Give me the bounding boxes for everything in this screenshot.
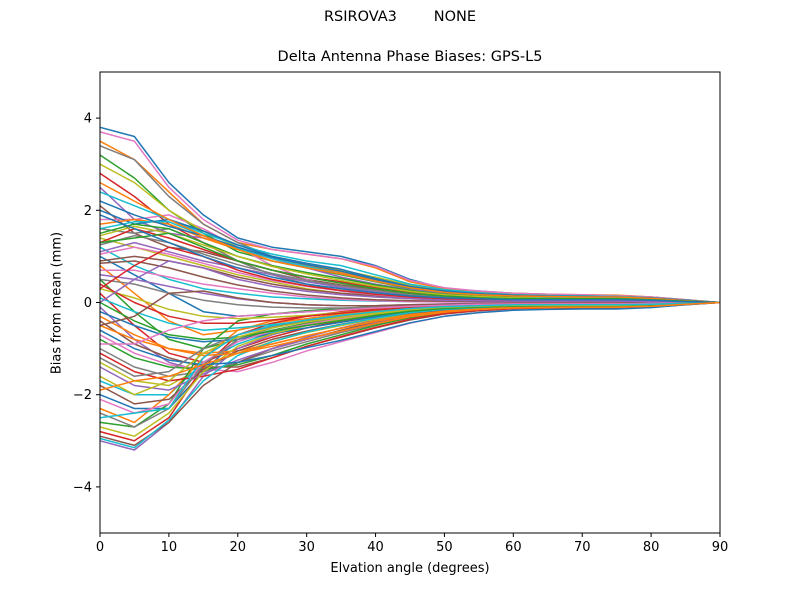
- series-line: [99, 260, 721, 304]
- chart-title: Delta Antenna Phase Biases: GPS-L5: [277, 49, 543, 65]
- x-tick-label: 40: [367, 540, 384, 555]
- x-tick-label: 20: [230, 540, 247, 555]
- axis-layer: 0 10 20 30 40 50 60 70 80 90 −4 −2 0 2 4: [73, 71, 729, 555]
- series-line: [100, 301, 721, 345]
- series-layer: [99, 126, 721, 451]
- x-tick-label: 0: [96, 540, 104, 555]
- chart-suptitle: RSIROVA3 NONE: [323, 9, 477, 25]
- y-tick-label: −4: [73, 480, 92, 495]
- series-line: [99, 131, 721, 304]
- y-tick-label: 4: [84, 112, 92, 127]
- series-line: [99, 301, 721, 451]
- x-tick-label: 90: [712, 540, 729, 555]
- y-tick-label: −2: [73, 388, 92, 403]
- y-axis-label: Bias from mean (mm): [49, 231, 65, 375]
- series-line: [99, 232, 721, 304]
- series-line: [99, 301, 721, 419]
- y-tick-label: 0: [84, 296, 92, 311]
- x-tick-label: 10: [161, 540, 178, 555]
- x-tick-label: 80: [643, 540, 660, 555]
- x-tick-label: 60: [505, 540, 522, 555]
- x-tick-label: 70: [574, 540, 591, 555]
- y-tick-label: 2: [84, 204, 92, 219]
- series-line: [99, 181, 721, 304]
- series-line: [99, 140, 721, 304]
- x-tick-label: 30: [298, 540, 315, 555]
- series-line: [99, 301, 721, 391]
- series-line: [99, 214, 721, 304]
- x-axis-label: Elvation angle (degrees): [330, 561, 490, 576]
- x-tick-label: 50: [436, 540, 453, 555]
